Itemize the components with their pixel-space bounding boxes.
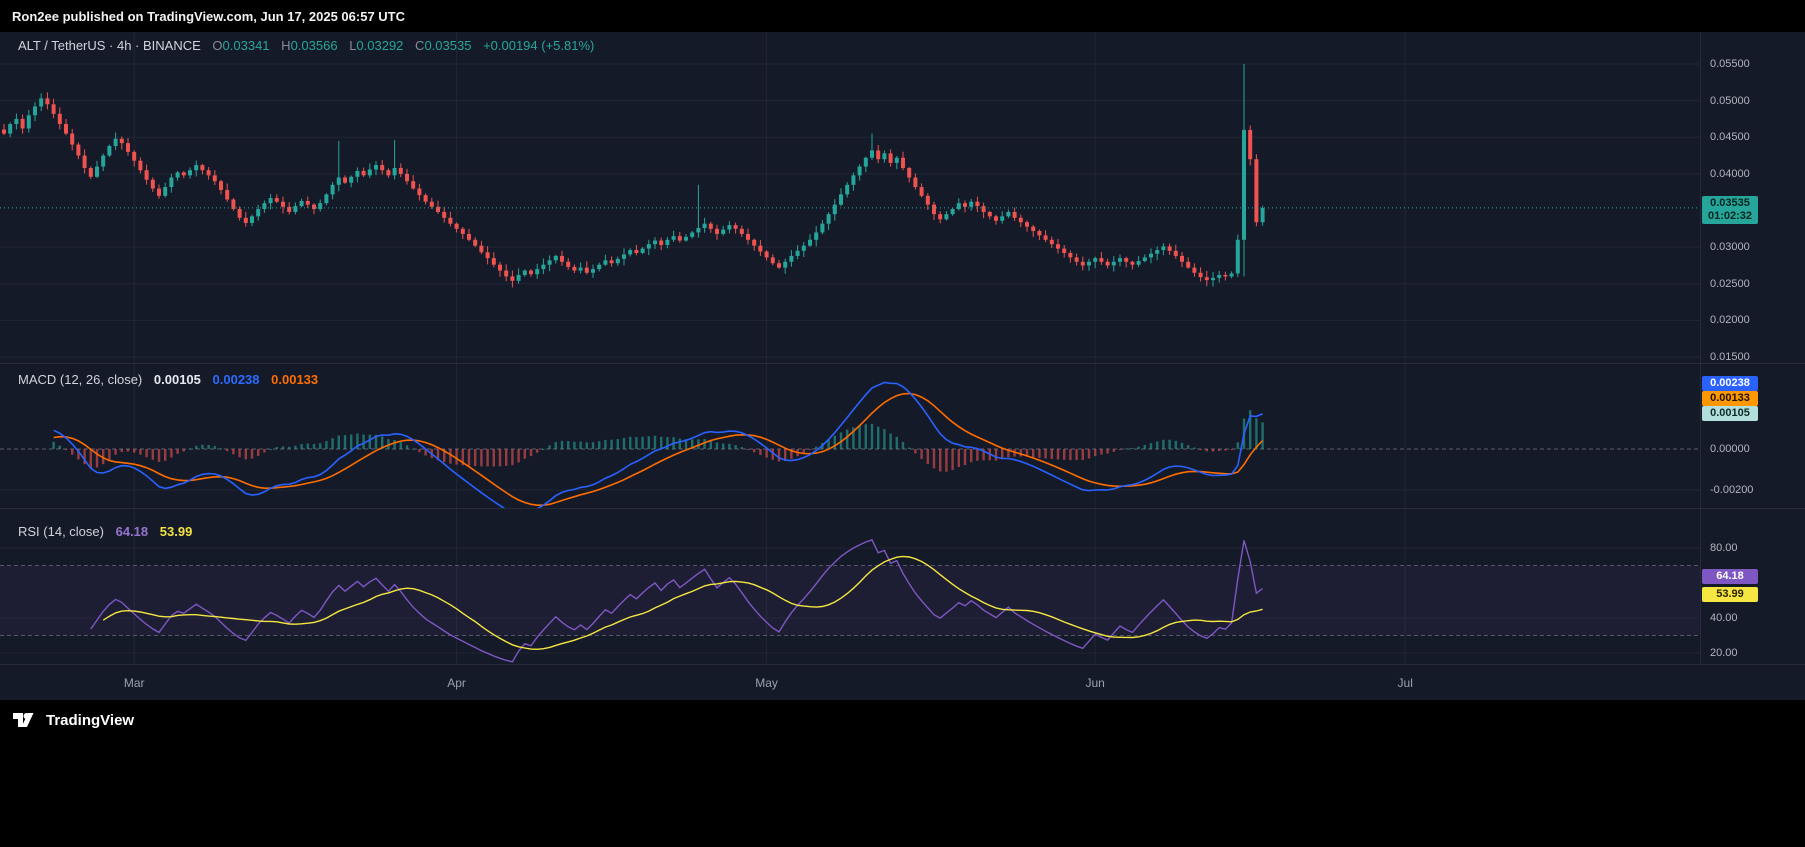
rsi-ma-value: 53.99 — [159, 524, 193, 539]
current-price-value: 0.03535 — [1710, 197, 1750, 209]
countdown-timer: 01:02:32 — [1707, 210, 1753, 222]
open-value: 0.03341 — [222, 38, 270, 53]
rsi-value: 64.18 — [115, 524, 149, 539]
low-value: 0.03292 — [356, 38, 404, 53]
tradingview-brand-text: TradingView — [46, 711, 135, 729]
tradingview-link[interactable]: TradingView — [0, 700, 184, 740]
publish-banner: Ron2ee published on TradingView.com, Jun… — [0, 0, 1805, 32]
symbol-legend: ALT / TetherUS · 4h · BINANCE O0.03341 H… — [18, 38, 594, 53]
macd-line-badge: 0.00238 — [1702, 376, 1758, 391]
change-value: +0.00194 (+5.81%) — [483, 38, 595, 53]
high-label: H — [281, 38, 291, 53]
rsi-title[interactable]: RSI (14, close) — [18, 524, 104, 539]
macd-line-value: 0.00238 — [212, 372, 260, 387]
macd-signal-value: 0.00133 — [271, 372, 319, 387]
publish-text: Ron2ee published on TradingView.com, Jun… — [12, 8, 406, 24]
low-group: L0.03292 — [349, 38, 403, 53]
macd-title[interactable]: MACD (12, 26, close) — [18, 372, 143, 387]
macd-hist-badge: 0.00105 — [1702, 406, 1758, 421]
time-axis[interactable] — [0, 665, 1700, 700]
rsi-line-badge: 64.18 — [1702, 569, 1758, 584]
macd-legend: MACD (12, 26, close) 0.00105 0.00238 0.0… — [18, 372, 318, 387]
macd-hist-value: 0.00105 — [153, 372, 201, 387]
open-group: O0.03341 — [212, 38, 269, 53]
high-group: H0.03566 — [281, 38, 337, 53]
high-value: 0.03566 — [290, 38, 338, 53]
close-group: C0.03535 — [415, 38, 471, 53]
low-label: L — [349, 38, 357, 53]
close-value: 0.03535 — [424, 38, 472, 53]
rsi-legend: RSI (14, close) 64.18 53.99 — [18, 524, 192, 539]
rsi-ma-badge: 53.99 — [1702, 587, 1758, 602]
close-label: C — [415, 38, 425, 53]
macd-signal-badge: 0.00133 — [1702, 391, 1758, 406]
current-price-badge: 0.03535 01:02:32 — [1702, 196, 1758, 224]
tradingview-logo-icon — [12, 709, 38, 731]
symbol-title[interactable]: ALT / TetherUS · 4h · BINANCE — [18, 38, 201, 53]
bottom-bar: TradingView — [0, 700, 1805, 847]
open-label: O — [212, 38, 223, 53]
